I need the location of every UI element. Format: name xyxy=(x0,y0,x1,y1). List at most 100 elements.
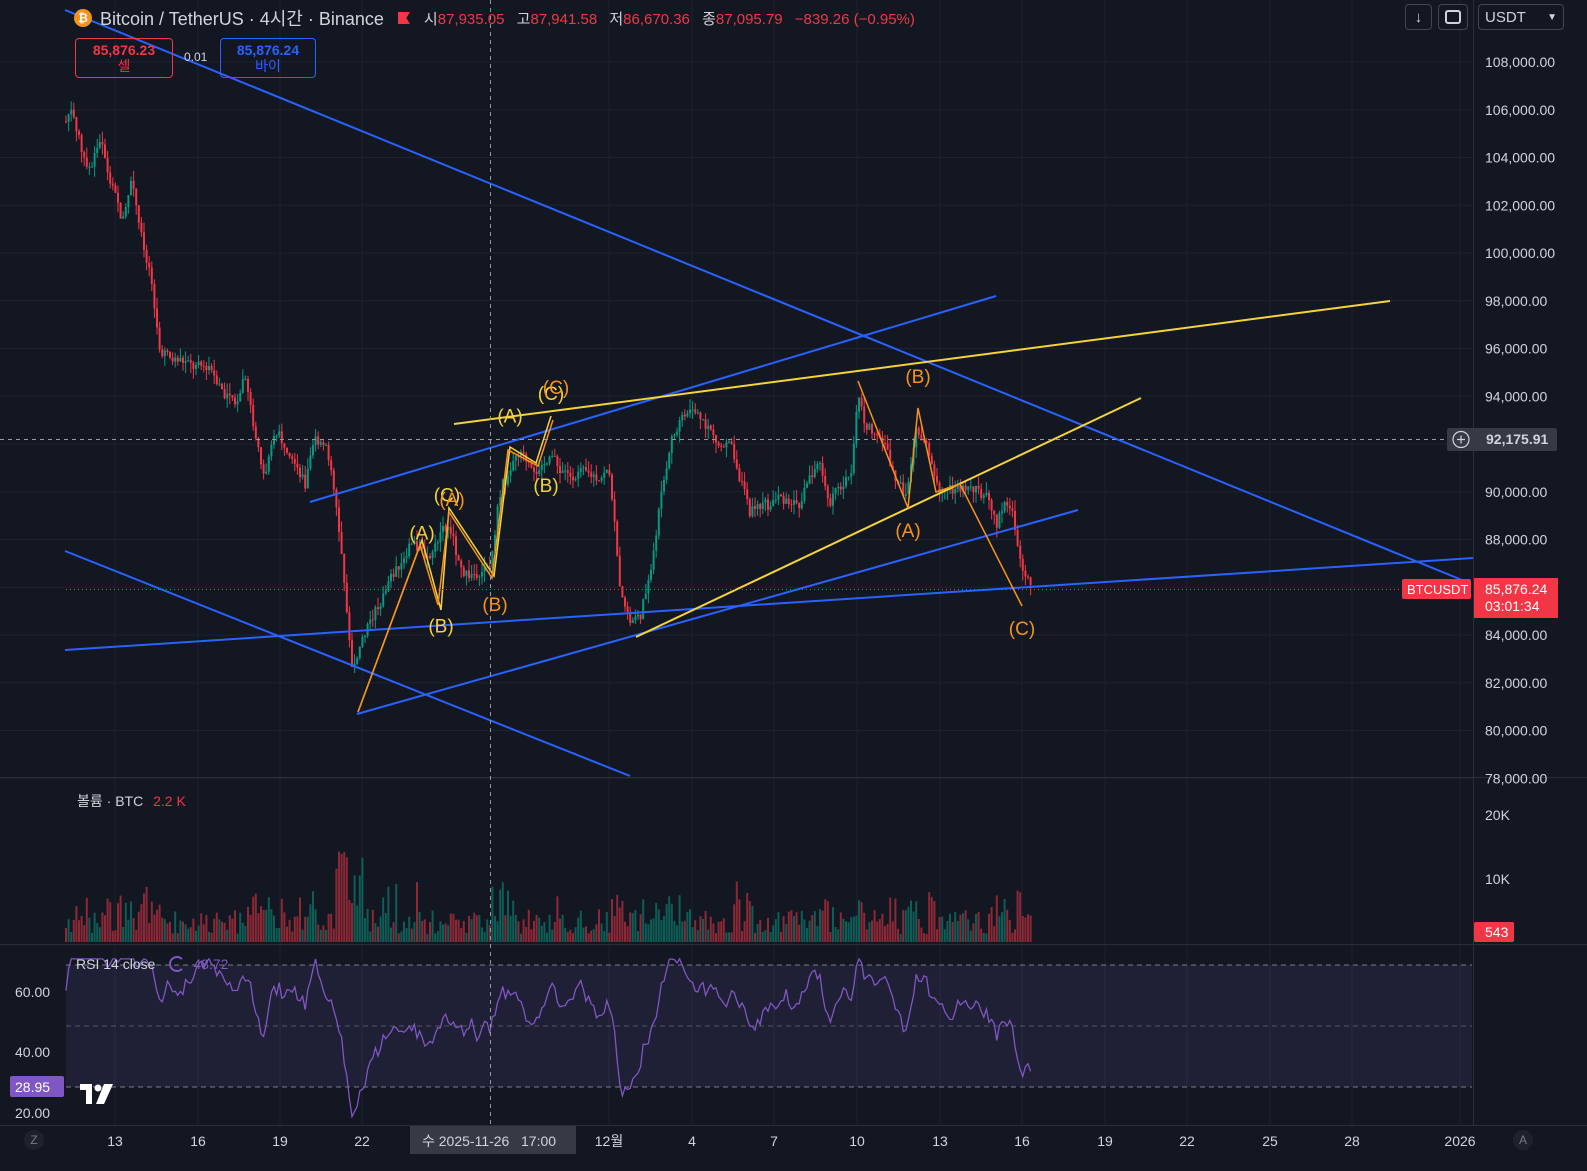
blue-trendline-lower[interactable] xyxy=(64,550,631,777)
a-icon[interactable]: A xyxy=(1513,1130,1533,1150)
volume-bar xyxy=(182,921,184,942)
candle-body xyxy=(928,442,931,456)
drawing-tools[interactable] xyxy=(64,9,1473,777)
candle-body xyxy=(743,481,746,490)
candle-body xyxy=(156,308,158,328)
orange-wave-abc-2[interactable] xyxy=(857,380,1023,607)
yellow-wave-abc[interactable] xyxy=(357,415,552,713)
candle-body xyxy=(559,466,561,474)
volume-bar xyxy=(462,920,465,942)
yellow-trendline-wedge[interactable] xyxy=(635,397,1142,638)
candle-body xyxy=(865,423,868,430)
candle-body xyxy=(257,438,260,448)
volume-legend[interactable]: 볼륨 · BTC 2.2 K xyxy=(77,791,186,811)
change-value: −839.26 (−0.95%) xyxy=(794,10,915,28)
blue-trendline-upper[interactable] xyxy=(64,9,1463,581)
wave-label: (C) xyxy=(1009,619,1035,640)
candle-body xyxy=(304,474,307,489)
candle-body xyxy=(397,566,400,570)
candle-body xyxy=(431,551,434,559)
volume-bar xyxy=(158,904,161,942)
volume-bar xyxy=(340,853,343,942)
blue-channel-bottom[interactable] xyxy=(356,509,1079,715)
fullscreen-button[interactable] xyxy=(1438,4,1468,30)
candle-body xyxy=(748,499,751,517)
volume-bar xyxy=(387,886,390,942)
candle-body xyxy=(330,460,333,471)
wave-label: (B) xyxy=(482,595,507,616)
candle-body xyxy=(371,619,374,621)
blue-trendline-horizontal[interactable] xyxy=(64,557,1473,651)
volume-bar xyxy=(80,915,83,942)
volume-bar xyxy=(293,916,296,942)
orange-wave-abc-1[interactable] xyxy=(357,419,554,713)
tradingview-logo-icon[interactable] xyxy=(80,1082,120,1106)
rsi-line[interactable] xyxy=(65,957,1032,1119)
volume-bar xyxy=(686,912,689,942)
volume-bar xyxy=(618,907,621,942)
wave-label: (B) xyxy=(428,617,453,638)
time-axis[interactable]: 13 16 19 22 12월 4 7 10 13 16 19 22 25 28 2026 xyxy=(107,1133,1476,1149)
refresh-icon[interactable] xyxy=(169,956,186,972)
volume-bar xyxy=(774,919,777,942)
volume-bar xyxy=(322,925,325,942)
currency-select[interactable]: USDT ▼ xyxy=(1478,4,1564,30)
price-tick-label: 106,000.00 xyxy=(1485,102,1555,118)
yellow-trendline-top[interactable] xyxy=(453,300,1391,425)
candle-body xyxy=(195,364,197,369)
candle-body xyxy=(343,553,346,583)
volume-bar xyxy=(546,932,548,942)
volume-bar xyxy=(202,924,205,942)
wave-label: (C) xyxy=(434,485,460,506)
volume-bar xyxy=(145,886,148,942)
candle-body xyxy=(408,543,411,557)
volume-bar xyxy=(616,894,619,942)
candle-body xyxy=(444,525,447,531)
volume-bar xyxy=(910,900,912,942)
volume-bar xyxy=(93,912,96,942)
candle-body xyxy=(780,494,782,496)
volume-bar xyxy=(124,902,127,942)
rsi-legend[interactable]: RSI 14 close 48.72 xyxy=(76,956,228,972)
candle-body xyxy=(993,510,996,515)
candle-body xyxy=(652,550,655,570)
volume-bar xyxy=(949,913,951,942)
candle-body xyxy=(379,606,382,610)
candle-body xyxy=(267,456,270,472)
symbol-header[interactable]: ₿ Bitcoin / TetherUS · 4시간 · Binance 시87… xyxy=(74,6,923,30)
candle-body xyxy=(213,370,216,376)
candle-body xyxy=(395,566,398,577)
flag-icon[interactable] xyxy=(397,12,410,24)
candle-body xyxy=(889,449,892,467)
volume-bar xyxy=(798,924,801,942)
z-icon[interactable]: Z xyxy=(24,1130,44,1150)
volume-bar xyxy=(933,901,936,942)
candle-body xyxy=(837,486,840,489)
volume-last-badge: 543 xyxy=(1474,922,1514,942)
sell-price: 85,876.23 xyxy=(92,42,156,58)
candle-body xyxy=(434,543,437,552)
candle-body xyxy=(377,607,379,610)
volume-bar xyxy=(894,898,897,942)
candle-body xyxy=(990,499,993,511)
volume-tick-label: 10K xyxy=(1485,871,1511,887)
candle-body xyxy=(735,459,738,469)
volume-bar xyxy=(863,912,866,942)
volume-bar xyxy=(184,924,187,942)
candle-body xyxy=(182,357,184,363)
sell-button[interactable]: 85,876.23 셀 xyxy=(75,38,173,78)
candle-body xyxy=(821,463,824,476)
volume-bars xyxy=(65,851,1032,942)
symbol-title[interactable]: Bitcoin / TetherUS · 4시간 · Binance xyxy=(100,9,384,29)
volume-bar xyxy=(439,921,442,942)
volume-bar xyxy=(442,924,444,942)
volume-bar xyxy=(603,931,606,942)
candle-body xyxy=(967,486,970,491)
volume-bar xyxy=(878,919,881,942)
price-axis[interactable]: 108,000.00 106,000.00 104,000.00 102,000.00… xyxy=(1485,54,1555,786)
candle-body xyxy=(553,455,556,457)
blue-channel-top[interactable] xyxy=(309,295,997,503)
download-button[interactable]: ↓ xyxy=(1405,4,1432,30)
buy-button[interactable]: 85,876.24 바이 xyxy=(220,38,316,78)
